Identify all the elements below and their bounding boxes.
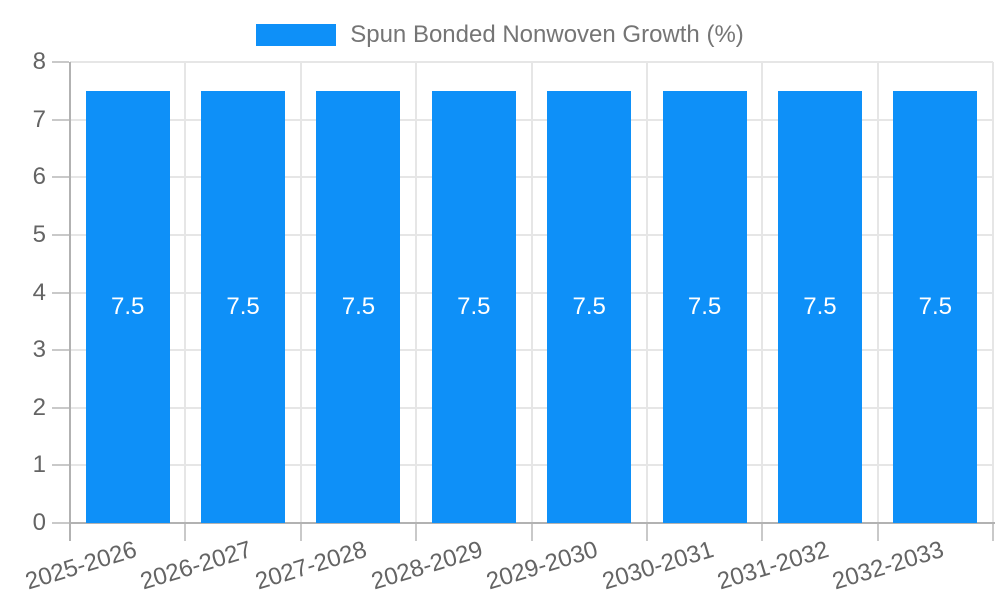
y-tick-mark: [52, 464, 69, 467]
bar-value-label: 7.5: [226, 292, 260, 320]
x-tick-mark: [876, 523, 879, 541]
gridline-vertical: [184, 62, 187, 523]
y-tick-mark: [52, 522, 69, 524]
bar[interactable]: [893, 90, 978, 523]
y-tick-mark: [52, 61, 69, 63]
bar[interactable]: [662, 90, 747, 523]
y-tick-mark: [52, 118, 69, 121]
bar-value-label: 7.5: [341, 292, 376, 320]
y-tick-label: 8: [32, 48, 46, 75]
y-axis-line: [69, 62, 71, 541]
y-tick-mark: [52, 233, 69, 236]
x-tick-mark: [184, 523, 187, 541]
y-tick-mark: [52, 349, 69, 352]
y-tick-label: 7: [32, 105, 46, 133]
bar[interactable]: [777, 90, 862, 523]
bar[interactable]: [201, 90, 286, 523]
bar[interactable]: [85, 90, 170, 523]
gridline-vertical: [992, 62, 994, 523]
bar[interactable]: [316, 90, 401, 523]
x-axis-line: [69, 522, 995, 524]
y-tick-label: 3: [32, 336, 46, 364]
bar-value-label: 7.5: [687, 292, 722, 320]
x-tick-mark: [992, 523, 994, 541]
bar[interactable]: [431, 90, 516, 523]
y-tick-mark: [52, 291, 69, 294]
bar-value-label: 7.5: [918, 292, 952, 320]
y-tick-mark: [52, 176, 69, 179]
x-tick-mark: [645, 523, 648, 541]
legend: Spun Bonded Nonwoven Growth (%): [0, 21, 1000, 49]
legend-swatch-icon: [256, 24, 337, 46]
gridline-vertical: [415, 62, 418, 523]
y-tick-label: 2: [32, 393, 46, 421]
legend-item[interactable]: Spun Bonded Nonwoven Growth (%): [256, 21, 744, 49]
bar-value-label: 7.5: [803, 292, 837, 320]
y-tick-label: 1: [32, 451, 46, 479]
x-tick-mark: [299, 523, 302, 541]
gridline-vertical: [530, 62, 533, 523]
bar-value-label: 7.5: [457, 292, 491, 320]
y-tick-label: 5: [32, 220, 46, 248]
bar[interactable]: [547, 90, 632, 523]
x-tick-mark: [761, 523, 764, 541]
gridline-vertical: [299, 62, 302, 523]
y-tick-label: 6: [32, 163, 46, 191]
bar-value-label: 7.5: [572, 292, 606, 320]
y-tick-mark: [52, 406, 69, 409]
gridline-vertical: [645, 62, 648, 523]
y-tick-label: 4: [32, 278, 46, 306]
bar-value-label: 7.5: [111, 292, 145, 320]
y-tick-label: 0: [32, 509, 46, 536]
x-tick-mark: [415, 523, 418, 541]
x-tick-mark: [530, 523, 533, 541]
gridline-vertical: [761, 62, 764, 523]
legend-label: Spun Bonded Nonwoven Growth (%): [350, 21, 744, 48]
gridline-vertical: [876, 62, 879, 523]
